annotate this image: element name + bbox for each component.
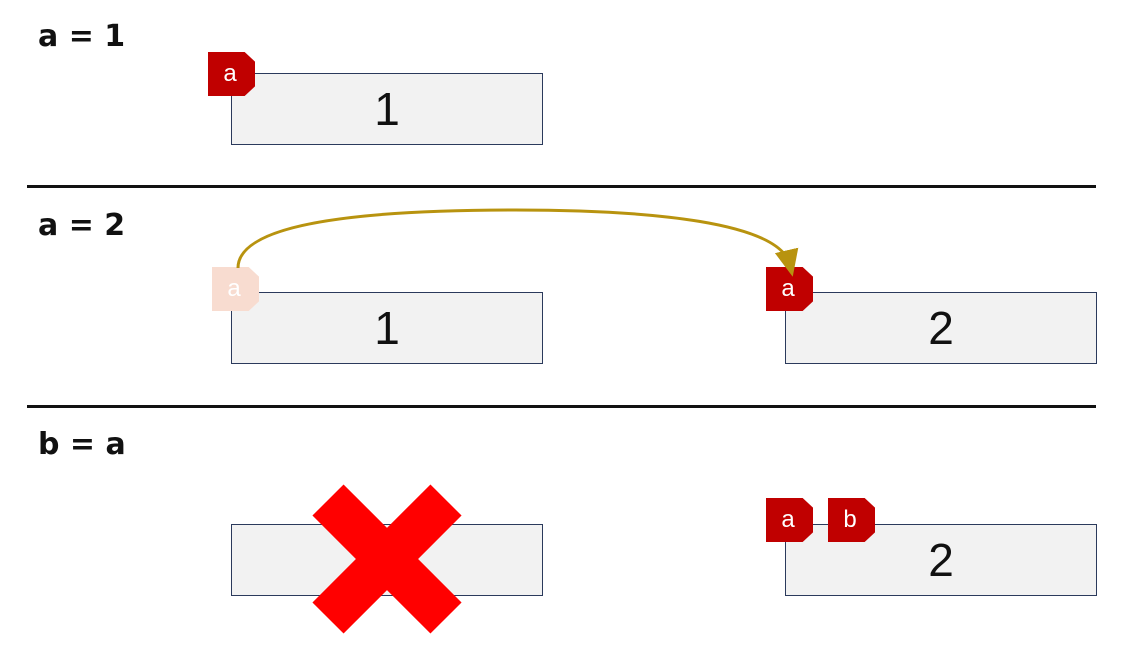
step2-new-tag-a: a bbox=[766, 267, 813, 311]
step2-old-object-box: 1 bbox=[231, 292, 543, 364]
step2-new-object-box: 2 bbox=[785, 292, 1097, 364]
step3-discarded-object-box bbox=[231, 524, 543, 596]
step3-object-value: 2 bbox=[928, 534, 954, 586]
step1-object-value: 1 bbox=[374, 83, 400, 135]
step1-object-box: 1 bbox=[231, 73, 543, 145]
step3-tag-a: a bbox=[766, 498, 813, 542]
step2-old-tag-a: a bbox=[212, 267, 259, 311]
step3-code: b = a bbox=[38, 427, 126, 462]
divider-1 bbox=[27, 185, 1096, 188]
step2-new-object-value: 2 bbox=[928, 302, 954, 354]
step2-code: a = 2 bbox=[38, 208, 126, 243]
step2-old-object-value: 1 bbox=[374, 302, 400, 354]
divider-2 bbox=[27, 405, 1096, 408]
rebind-arrow bbox=[236, 208, 799, 277]
step1-code: a = 1 bbox=[38, 19, 126, 54]
step3-tag-b: b bbox=[828, 498, 875, 542]
step1-tag-a: a bbox=[208, 52, 255, 96]
